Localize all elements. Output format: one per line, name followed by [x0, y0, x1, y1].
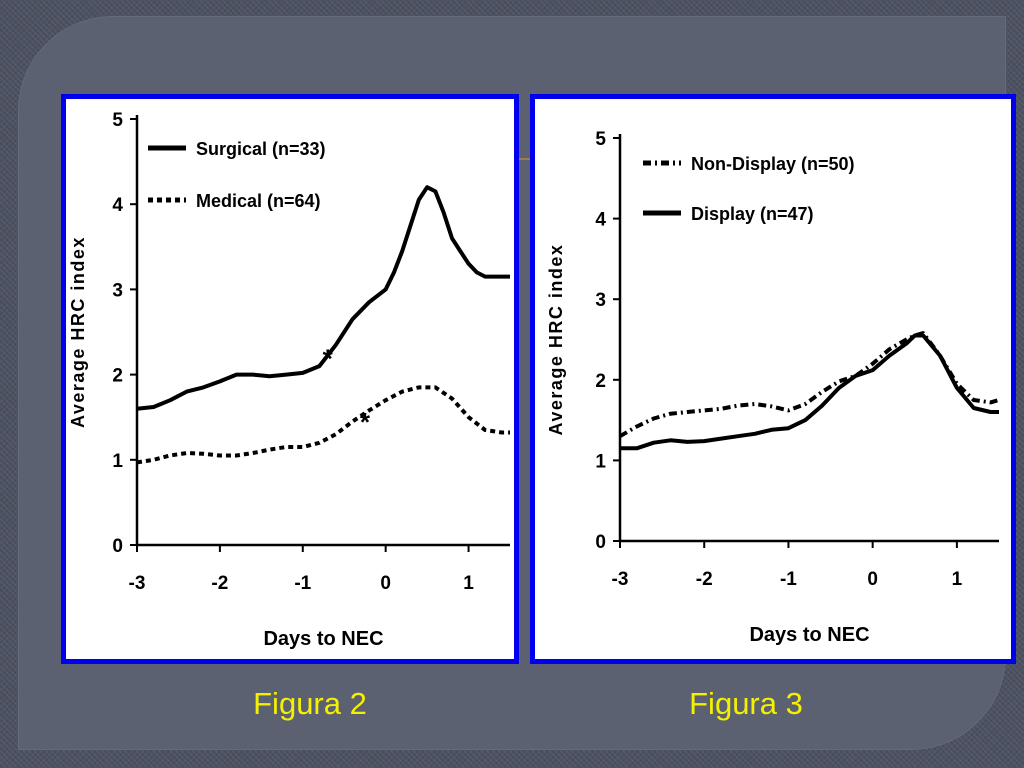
x-axis-label: Days to NEC: [749, 624, 869, 646]
y-tick-label: 3: [595, 290, 606, 311]
caption-figure-3: Figura 3: [689, 686, 803, 721]
y-axis-label: Average HRC index: [546, 244, 566, 436]
y-tick-label: 5: [112, 110, 123, 131]
legend-label-2: Display (n=47): [691, 204, 814, 224]
x-tick-label: 0: [867, 569, 878, 590]
chart-figure-3: 0 1 2 3 4 5 -3 -2 -1 0 1 Days to NEC Average HRC ind…: [530, 94, 1016, 664]
legend-label-1: Surgical (n=33): [196, 139, 326, 159]
x-tick-label: 1: [952, 569, 963, 590]
significance-marker: *: [323, 343, 334, 373]
legend-label-2: Medical (n=64): [196, 191, 321, 211]
y-tick-label: 4: [112, 195, 123, 216]
x-tick-label: -2: [211, 573, 228, 594]
series-line-1: [136, 185, 510, 411]
y-tick-label: 2: [112, 366, 123, 387]
y-tick-label: 0: [112, 536, 123, 557]
y-axis-label: Average HRC index: [68, 236, 88, 428]
chart-figure-2: 0 1 2 3 4 5 -3 -2 -1 0 1 Days to NEC Average HRC ind…: [61, 94, 519, 664]
y-tick-label: 3: [112, 280, 123, 301]
series-line-2: [620, 333, 999, 451]
y-tick-label: 4: [595, 210, 606, 231]
y-tick-label: 2: [595, 371, 606, 392]
x-tick-label: 0: [380, 573, 391, 594]
y-tick-label: 1: [112, 451, 123, 472]
x-tick-label: -3: [612, 569, 629, 590]
x-tick-label: 1: [463, 573, 474, 594]
x-tick-label: -2: [696, 569, 713, 590]
series-line-2: [136, 385, 510, 465]
decorative-divider: [519, 158, 530, 160]
x-axis-label: Days to NEC: [263, 628, 383, 650]
chart-figure-3-svg: 0 1 2 3 4 5 -3 -2 -1 0 1 Days to NEC Average HRC ind…: [546, 129, 1000, 646]
chart-figure-2-svg: 0 1 2 3 4 5 -3 -2 -1 0 1 Days to NEC Average HRC ind…: [68, 110, 510, 650]
y-tick-label: 1: [595, 451, 606, 472]
legend-label-1: Non-Display (n=50): [691, 154, 855, 174]
series-line-1: [618, 331, 1000, 438]
caption-figure-2: Figura 2: [253, 686, 367, 721]
x-tick-label: -3: [129, 573, 146, 594]
significance-marker: *: [360, 407, 371, 437]
x-tick-label: -1: [780, 569, 797, 590]
y-tick-label: 5: [595, 129, 606, 150]
x-tick-label: -1: [294, 573, 311, 594]
y-tick-label: 0: [595, 532, 606, 553]
